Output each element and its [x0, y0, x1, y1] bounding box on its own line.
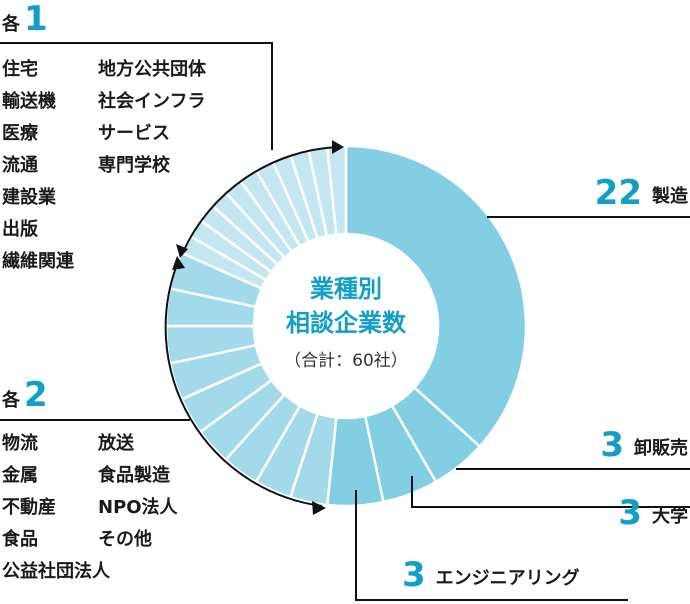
callout-label: 大学: [652, 506, 688, 527]
callout-label: 製造: [652, 186, 688, 207]
group-each1-col2: 地方公共団体 社会インフラ サービス 専門学校: [98, 54, 258, 278]
group-each2-list: 物流 金属 不動産 食品 公益社団法人 放送 食品製造 NPO法人 その他: [2, 428, 258, 588]
list-item: 繊維関連: [2, 251, 74, 272]
arrow-each2-range: [164, 261, 323, 507]
list-item: 金属: [2, 465, 38, 486]
group-each1-col1: 住宅 輸送機 医療 流通 建設業 出版 繊維関連: [2, 54, 98, 278]
list-item: 出版: [2, 219, 38, 240]
arrowhead-icon: [312, 501, 326, 515]
callout-label: 卸販売: [634, 438, 688, 459]
list-item: 公益社団法人: [2, 561, 110, 582]
list-item: 専門学校: [98, 155, 170, 176]
group-each1-count: 1: [24, 0, 48, 39]
arrow-heads: [172, 140, 344, 515]
arrow-each1-range: [182, 146, 339, 253]
group-each1-list: 住宅 輸送機 医療 流通 建設業 出版 繊維関連 地方公共団体 社会インフラ サ…: [2, 54, 258, 278]
list-item: サービス: [98, 123, 170, 144]
list-item: 社会インフラ: [98, 91, 206, 112]
group-each1-prefix: 各: [2, 14, 20, 35]
leader-engineering: [355, 490, 628, 601]
list-item: 地方公共団体: [98, 59, 206, 80]
donut-slices: [164, 144, 528, 508]
group-each2-col1: 物流 金属 不動産 食品 公益社団法人: [2, 428, 110, 588]
group-each2-col2: 放送 食品製造 NPO法人 その他: [98, 428, 258, 588]
arrowhead-icon: [176, 244, 188, 258]
group-each2-heading: 各 2: [2, 378, 48, 412]
center-title-line1: 業種別: [310, 275, 382, 303]
callout-university: 3 大学: [618, 496, 688, 530]
arrowhead-icon: [172, 256, 185, 270]
callout-value: 3: [402, 555, 426, 595]
group-each1-heading: 各 1: [2, 2, 48, 36]
list-item: 食品製造: [98, 465, 170, 486]
list-item: 流通: [2, 155, 38, 176]
range-arrows: [164, 146, 339, 507]
center-title-line2: 相談企業数: [286, 309, 406, 337]
leader-lines: [0, 42, 690, 601]
list-item: 不動産: [2, 497, 56, 518]
callout-value: 3: [600, 425, 624, 465]
donut-slice: [344, 144, 528, 449]
callout-wholesale: 3 卸販売: [600, 428, 688, 462]
callout-engineering: 3 エンジニアリング: [402, 558, 580, 592]
list-item: NPO法人: [98, 497, 178, 518]
group-each2-prefix: 各: [2, 390, 20, 411]
leader-university: [411, 476, 690, 508]
list-item: 輸送機: [2, 91, 56, 112]
callout-value: 22: [594, 173, 642, 213]
leader-each1: [0, 42, 273, 150]
list-item: 放送: [98, 433, 134, 454]
list-item: 医療: [2, 123, 38, 144]
list-item: 住宅: [2, 59, 38, 80]
callout-manufacturing: 22 製造: [595, 176, 688, 210]
list-item: 食品: [2, 529, 38, 550]
list-item: その他: [98, 529, 152, 550]
donut-center-label: 業種別 相談企業数 （合計：60社）: [246, 272, 446, 371]
center-total-note: （合計：60社）: [284, 351, 408, 371]
arrowhead-icon: [332, 140, 344, 154]
group-each2-count: 2: [24, 375, 48, 415]
list-item: 建設業: [2, 187, 56, 208]
callout-label: エンジニアリング: [435, 568, 580, 589]
callout-value: 3: [618, 493, 642, 533]
list-item: 物流: [2, 433, 38, 454]
